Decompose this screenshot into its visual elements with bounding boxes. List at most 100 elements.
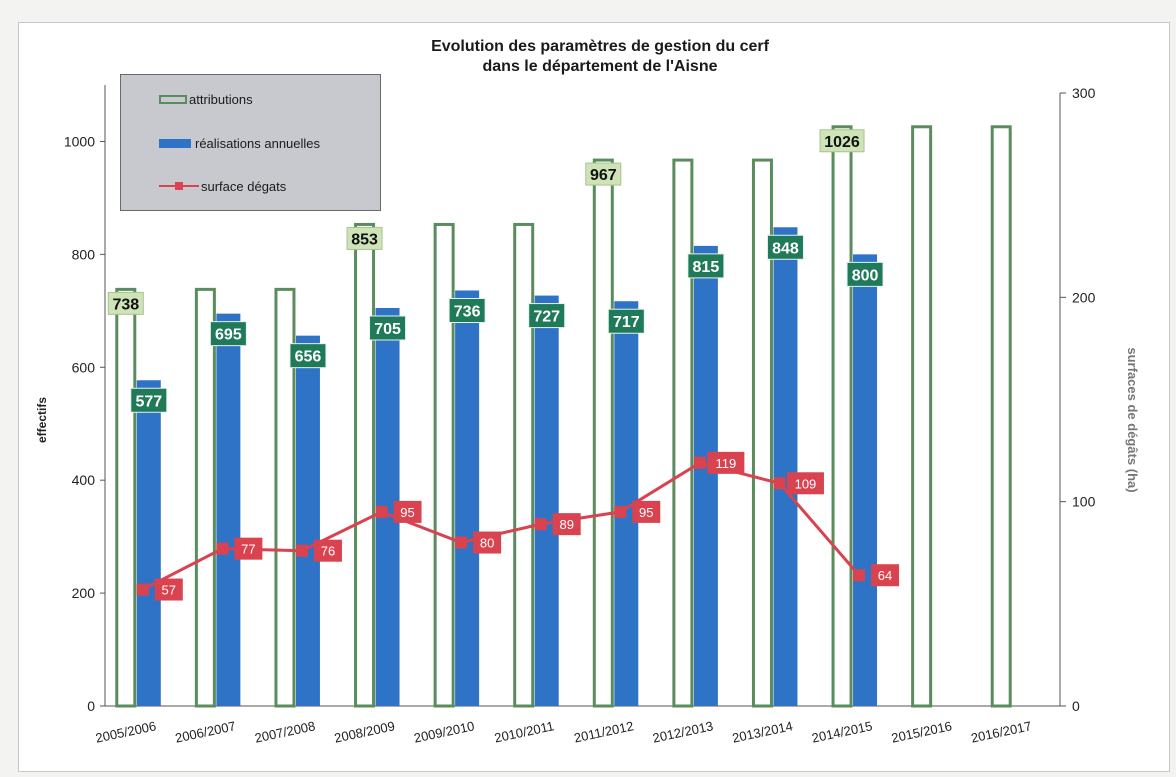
bar-attributions (513, 222, 535, 708)
data-label-surface-degats: 89 (559, 517, 573, 532)
data-label-box-realisations (846, 261, 884, 287)
x-tick-label: 2012/2013 (651, 718, 714, 745)
data-label-attributions: 853 (351, 231, 378, 248)
data-label-box-realisations (130, 387, 168, 413)
data-label-realisations: 800 (852, 267, 879, 284)
point-surface-degats (295, 544, 308, 557)
data-label-surface-degats: 95 (400, 505, 414, 520)
data-label-realisations: 736 (454, 303, 481, 320)
data-label-realisations: 577 (135, 393, 162, 410)
data-label-surface-degats: 109 (795, 476, 817, 491)
x-tick-label: 2016/2017 (970, 718, 1033, 745)
x-tick-label: 2008/2009 (333, 718, 396, 745)
bar-attributions (990, 125, 1012, 708)
legend: attributions réalisations annuelles surf… (120, 74, 381, 211)
data-label-surface-degats: 64 (878, 568, 892, 583)
data-label-box-realisations (687, 253, 725, 279)
data-label-surface-degats: 80 (480, 536, 494, 551)
bar-attributions (433, 222, 455, 708)
legend-item-realisations: réalisations annuelles (121, 133, 320, 153)
bar-attributions (672, 158, 694, 708)
x-tick-label: 2011/2012 (573, 718, 635, 745)
legend-label-surface-degats: surface dégats (201, 178, 287, 194)
point-surface-degats (136, 583, 149, 596)
bar-realisations (773, 227, 798, 707)
y-tick-label-right: 200 (1072, 289, 1096, 305)
bar-attributions (751, 158, 773, 708)
data-label-box-surface-degats (707, 451, 745, 474)
y-axis-title-left: effectifs (35, 397, 49, 443)
bar-attributions (115, 287, 137, 708)
bar-attributions (592, 158, 614, 708)
bar-realisations (693, 245, 718, 707)
x-tick-label: 2006/2007 (174, 718, 237, 745)
data-label-box-attributions (107, 291, 144, 315)
data-label-realisations: 656 (295, 349, 322, 366)
legend-label-attributions: attributions (189, 91, 253, 107)
y-tick-label-left: 800 (72, 246, 96, 262)
bar-attributions (354, 222, 376, 708)
data-label-box-attributions (819, 129, 865, 153)
x-tick-label: 2005/2006 (94, 718, 157, 745)
point-surface-degats (375, 505, 388, 518)
y-tick-label-left: 0 (87, 698, 95, 714)
data-label-box-surface-degats (632, 500, 661, 523)
x-tick-label: 2013/2014 (731, 718, 794, 745)
x-tick-label: 2014/2015 (810, 718, 873, 745)
data-label-box-realisations (289, 343, 327, 369)
bar-attributions (194, 287, 216, 708)
x-tick-label: 2010/2011 (493, 718, 555, 745)
data-label-realisations: 815 (693, 259, 720, 276)
bar-realisations (455, 290, 480, 706)
y-tick-label-right: 100 (1072, 494, 1096, 510)
legend-item-surface-degats: surface dégats (121, 176, 286, 196)
data-label-box-realisations (607, 308, 645, 334)
point-surface-degats (773, 477, 786, 490)
data-label-box-surface-degats (473, 531, 502, 554)
data-label-surface-degats: 57 (162, 583, 176, 598)
data-label-realisations: 717 (613, 314, 640, 331)
data-label-attributions: 967 (590, 167, 617, 184)
x-tick-label: 2015/2016 (890, 718, 953, 745)
bar-attributions (274, 287, 296, 708)
data-label-box-realisations (209, 321, 247, 347)
x-tick-label: 2007/2008 (253, 718, 316, 745)
data-label-box-surface-degats (786, 472, 824, 495)
data-label-attributions: 1026 (824, 134, 860, 151)
legend-item-attributions: attributions (121, 89, 253, 109)
data-label-box-realisations (528, 303, 566, 329)
y-tick-label-right: 0 (1072, 698, 1080, 714)
x-tick-label: 2009/2010 (413, 718, 476, 745)
data-label-box-surface-degats (313, 539, 342, 562)
bar-realisations (216, 313, 241, 706)
data-label-box-surface-degats (552, 513, 581, 536)
data-label-box-realisations (766, 234, 804, 260)
bar-attributions (831, 125, 853, 708)
chart-subtitle: dans le département de l'Aisne (482, 58, 718, 75)
y-tick-label-right: 300 (1072, 85, 1096, 101)
legend-label-realisations: réalisations annuelles (195, 135, 321, 151)
legend-swatch-surface-degats (159, 180, 199, 192)
data-label-realisations: 695 (215, 327, 242, 344)
data-label-surface-degats: 119 (716, 456, 737, 471)
y-tick-label-left: 1000 (64, 133, 95, 149)
data-label-attributions: 738 (112, 296, 139, 313)
point-surface-degats (693, 456, 706, 469)
bar-attributions (911, 125, 933, 708)
bar-realisations (295, 335, 320, 706)
legend-swatch-attributions (159, 94, 187, 104)
data-label-box-surface-degats (393, 500, 422, 523)
bar-realisations (534, 295, 559, 706)
point-surface-degats (216, 542, 229, 555)
point-surface-degats (853, 569, 866, 582)
data-label-box-attributions (346, 226, 383, 250)
data-label-box-realisations (369, 315, 407, 341)
bar-realisations (853, 254, 878, 706)
y-tick-label-left: 600 (72, 359, 96, 375)
point-surface-degats (534, 518, 547, 531)
data-label-realisations: 705 (374, 321, 401, 338)
line-surface-degats (142, 461, 861, 591)
data-label-box-realisations (448, 297, 486, 323)
